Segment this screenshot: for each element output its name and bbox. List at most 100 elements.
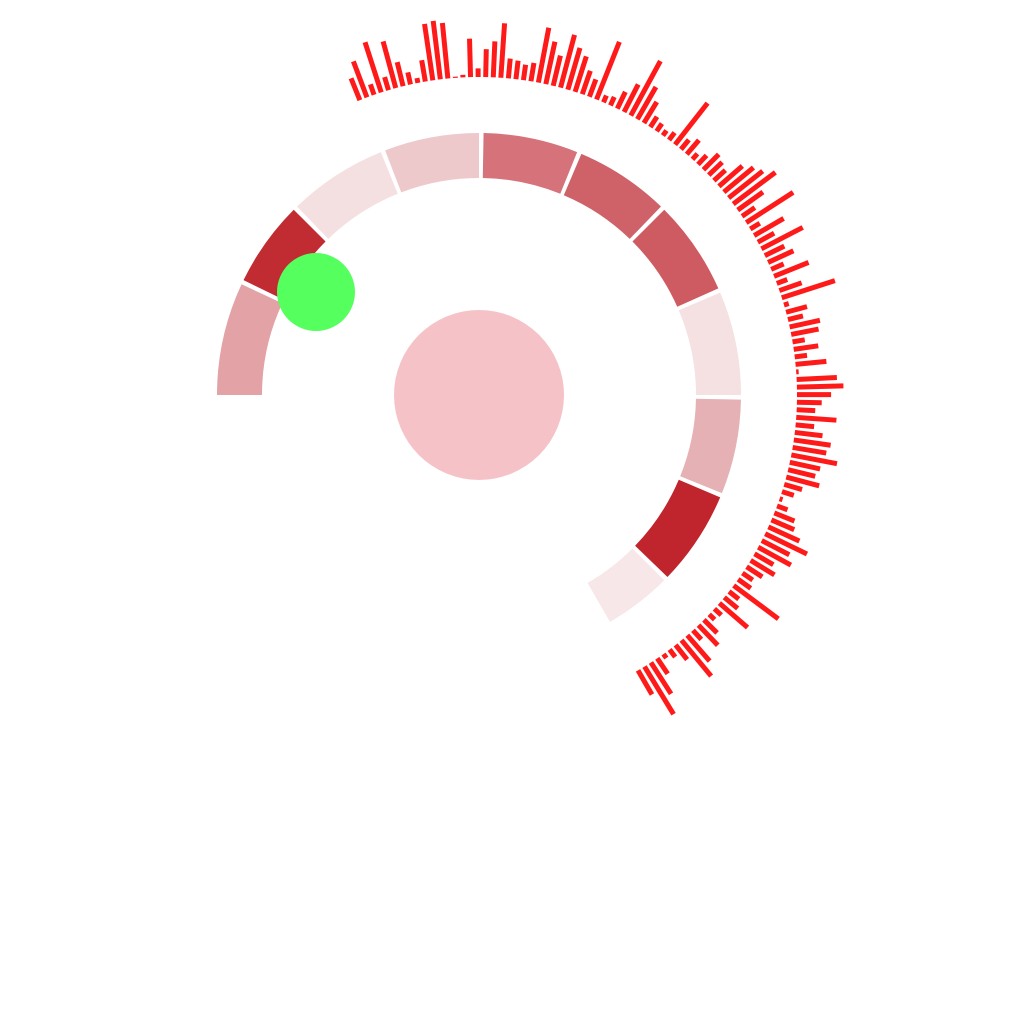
outer-bar-71 (783, 301, 790, 308)
outer-bar-12 (430, 20, 443, 80)
outer-bar-42 (654, 122, 664, 133)
outer-bar-35 (608, 95, 617, 107)
outer-bar-127 (635, 669, 655, 696)
outer-bar-33 (594, 40, 622, 101)
outer-bar-76 (792, 337, 806, 345)
ring-segment-7 (632, 209, 719, 307)
outer-bar-69 (778, 280, 803, 293)
outer-bar-85 (796, 407, 816, 414)
outer-bar-72 (785, 304, 808, 315)
outer-bar-28 (558, 34, 577, 89)
outer-bar-26 (543, 41, 558, 85)
outer-bar-86 (796, 414, 837, 423)
outer-bar-53 (717, 164, 744, 189)
outer-bar-74 (789, 317, 821, 330)
center-circle (394, 310, 564, 480)
outer-bar-51 (706, 160, 724, 177)
outer-bar-119 (685, 633, 712, 663)
outer-bar-111 (727, 589, 741, 602)
outer-bar-114 (712, 606, 723, 617)
outer-bar-7 (394, 61, 406, 87)
outer-bar-118 (691, 628, 704, 642)
outer-bar-67 (773, 260, 810, 279)
outer-bar-89 (793, 437, 831, 448)
outer-bar-37 (621, 83, 641, 114)
outer-bar-24 (528, 62, 537, 82)
outer-bar-40 (641, 100, 659, 125)
outer-bar-73 (787, 313, 804, 323)
outer-bar-62 (756, 231, 776, 245)
outer-bar-8 (405, 71, 413, 86)
outer-bar-106 (749, 558, 776, 578)
outer-bar-56 (731, 170, 777, 206)
outer-bar-79 (795, 358, 827, 367)
outer-bar-36 (615, 90, 628, 110)
outer-bar-103 (760, 538, 791, 557)
outer-bar-101 (767, 524, 801, 544)
outer-bar-16 (467, 38, 474, 78)
outer-bar-78 (794, 352, 808, 360)
outer-bar-41 (648, 115, 660, 129)
outer-bar-25 (535, 27, 552, 84)
outer-bar-120 (679, 638, 714, 678)
outer-bar-54 (722, 165, 756, 195)
outer-bar-44 (667, 131, 677, 142)
ring-segments (217, 133, 741, 622)
outer-bar-55 (727, 169, 765, 200)
outer-bar-99 (773, 510, 796, 524)
outer-bar-125 (648, 661, 674, 696)
ring-segment-9 (680, 398, 741, 494)
outer-bar-113 (717, 601, 750, 630)
outer-bar-48 (690, 152, 700, 161)
outer-bar-59 (744, 190, 795, 225)
outer-bar-21 (505, 58, 513, 79)
outer-bar-39 (635, 85, 659, 121)
outer-bar-64 (763, 243, 786, 258)
outer-bar-70 (780, 278, 836, 301)
outer-bar-19 (490, 41, 498, 78)
ring-segment-10 (635, 479, 721, 578)
outer-bar-43 (660, 129, 669, 138)
outer-bar-98 (776, 503, 789, 513)
outer-bar-87 (795, 422, 815, 430)
outer-bar-94 (785, 474, 820, 489)
outer-bar-38 (628, 59, 663, 117)
outer-bar-11 (422, 23, 436, 81)
outer-bar-126 (642, 665, 676, 716)
outer-bar-47 (684, 138, 701, 156)
ring-segment-2 (243, 209, 326, 300)
outer-bar-68 (775, 277, 789, 286)
outer-bar-2 (351, 60, 370, 99)
outer-bar-29 (565, 47, 583, 91)
outer-bar-102 (764, 531, 809, 557)
outer-bar-96 (781, 489, 795, 498)
outer-bar-5 (382, 76, 391, 91)
outer-bar-10 (419, 59, 428, 82)
outer-bar-9 (414, 77, 421, 84)
ring-segment-5 (482, 133, 578, 194)
outer-bar-46 (679, 138, 691, 151)
outer-bar-115 (707, 612, 717, 622)
ring-segment-3 (296, 152, 398, 239)
outer-bar-57 (736, 190, 765, 213)
outer-bar-92 (789, 459, 821, 472)
outer-bar-109 (736, 577, 753, 591)
outer-bar-4 (362, 41, 384, 94)
outer-bar-13 (439, 22, 451, 79)
outer-bar-61 (752, 216, 785, 238)
outer-bar-34 (601, 94, 609, 104)
outer-bar-122 (667, 648, 678, 659)
outer-bar-18 (483, 49, 489, 78)
outer-bar-75 (790, 326, 820, 337)
outer-bar-30 (572, 55, 589, 93)
outer-bar-84 (796, 399, 822, 406)
ring-segment-8 (678, 292, 741, 395)
ring-segment-11 (587, 548, 665, 622)
outer-bar-91 (790, 452, 838, 467)
ring-segment-6 (563, 153, 662, 239)
outer-bar-45 (673, 101, 710, 147)
outer-bar-58 (740, 205, 757, 219)
outer-bar-20 (498, 23, 508, 78)
outer-bar-22 (513, 60, 521, 80)
outer-bar-60 (748, 221, 762, 232)
